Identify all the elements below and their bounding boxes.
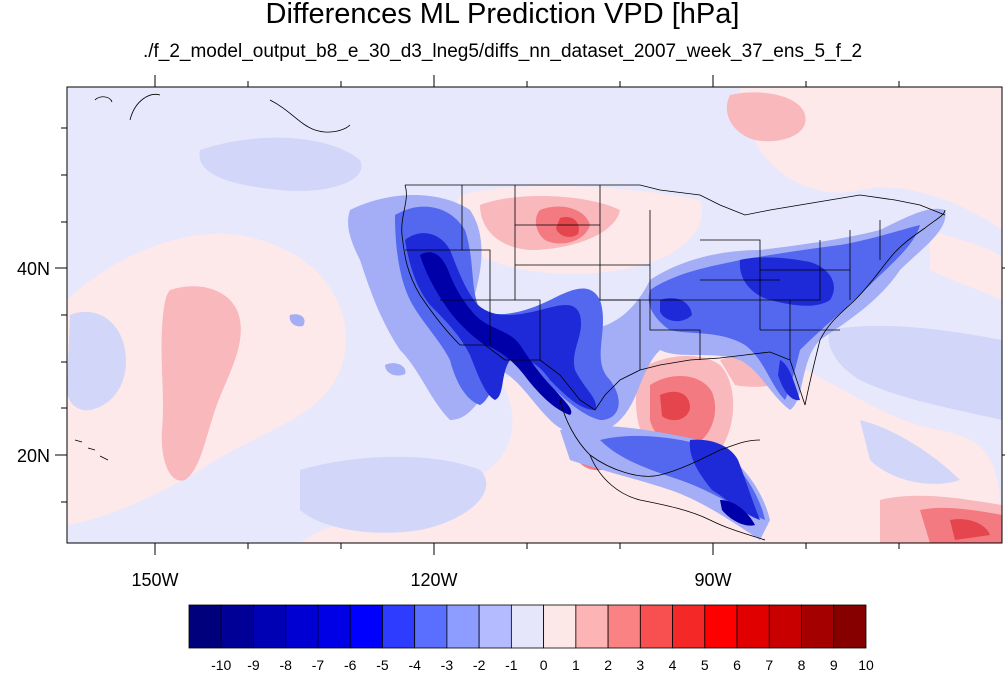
colorbar-swatch: [220, 604, 254, 649]
colorbar-swatch: [768, 604, 802, 649]
colorbar-swatch: [639, 604, 673, 649]
colorbar-swatch: [285, 604, 319, 649]
colorbar-label: 7: [765, 657, 773, 672]
political-boundaries: [74, 93, 946, 541]
colorbar-label: -7: [312, 657, 325, 672]
colorbar-swatch: [801, 604, 835, 649]
colorbar-swatch: [672, 604, 706, 649]
colorbar-swatch: [833, 604, 867, 649]
colorbar-label: -1: [505, 657, 518, 672]
colorbar-label: 2: [604, 657, 612, 672]
colorbar-swatch: [510, 604, 545, 649]
colorbar-label: 0: [540, 657, 548, 672]
field-neg-darkest: [420, 252, 755, 526]
lon-label-90w: 90W: [694, 570, 731, 590]
colorbar-swatch: [349, 604, 383, 649]
colorbar-label: -3: [441, 657, 454, 672]
colorbar-label: 6: [733, 657, 741, 672]
colorbar-label: -5: [376, 657, 389, 672]
lon-ticks: [154, 75, 900, 555]
colorbar-label: -6: [344, 657, 357, 672]
colorbar-swatch: [478, 604, 512, 649]
colorbar-swatch: [575, 604, 609, 649]
colorbar-swatch: [253, 604, 287, 649]
colorbar-swatch: [414, 604, 448, 649]
colorbar-swatch: [382, 604, 416, 649]
colorbar-label: 1: [572, 657, 580, 672]
lon-label-120w: 120W: [410, 570, 457, 590]
colorbar-label: 10: [858, 657, 874, 672]
lat-label-20n: 20N: [17, 446, 50, 466]
colorbar-label: 8: [798, 657, 806, 672]
map-subtitle: ./f_2_model_output_b8_e_30_d3_lneg5/diff…: [142, 41, 863, 62]
colorbar-swatch: [188, 604, 222, 649]
colorbar-label: -9: [247, 657, 260, 672]
colorbar: -10 -9 -8 -7 -6 -5 -4 -3 -2 -1 0 1 2 3 4 5 6 7 8 9 10: [188, 604, 874, 673]
lat-ticks: [55, 127, 1005, 503]
colorbar-swatch: [543, 604, 577, 649]
map-title: Differences ML Prediction VPD [hPa]: [265, 0, 740, 30]
colorbar-swatch: [607, 604, 641, 649]
colorbar-label: 4: [669, 657, 677, 672]
colorbar-label: -8: [279, 657, 292, 672]
lon-label-150w: 150W: [131, 570, 178, 590]
vpd-difference-map: [67, 87, 1002, 543]
colorbar-swatch: [446, 604, 480, 649]
colorbar-label: 9: [830, 657, 838, 672]
lat-label-40n: 40N: [17, 259, 50, 279]
colorbar-label: -10: [211, 657, 231, 672]
colorbar-label: -2: [473, 657, 486, 672]
colorbar-swatch: [704, 604, 738, 649]
colorbar-label: 5: [701, 657, 709, 672]
colorbar-swatch: [736, 604, 770, 649]
colorbar-swatch: [317, 604, 351, 649]
colorbar-label: -4: [408, 657, 421, 672]
colorbar-label: 3: [636, 657, 644, 672]
